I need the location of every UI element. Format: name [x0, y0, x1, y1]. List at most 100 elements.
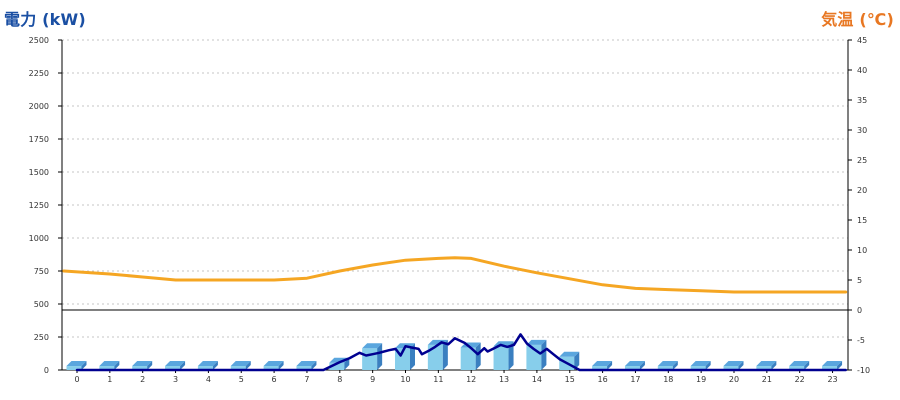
- bar-side: [672, 361, 678, 370]
- bar-top: [723, 361, 744, 367]
- bar-top: [197, 361, 218, 367]
- bar-side: [639, 361, 645, 370]
- bar-top: [657, 361, 678, 367]
- bar-top: [362, 343, 383, 349]
- bar: [789, 366, 805, 370]
- bar: [592, 366, 608, 370]
- bar-side: [837, 361, 843, 370]
- bar: [230, 366, 246, 370]
- bar-top: [624, 361, 645, 367]
- left-tick-label: 2500: [29, 36, 49, 45]
- left-tick-label: 0: [44, 366, 49, 375]
- right-tick-label: -5: [857, 336, 865, 345]
- right-tick-label: 45: [857, 36, 867, 45]
- right-tick-label: 5: [857, 276, 862, 285]
- bar-side: [147, 361, 153, 370]
- bar: [690, 366, 706, 370]
- left-tick-label: 1500: [29, 168, 49, 177]
- x-tick-label: 20: [729, 375, 739, 384]
- bar-top: [230, 361, 251, 367]
- bar: [165, 366, 181, 370]
- bar-side: [344, 357, 350, 370]
- bar: [132, 366, 148, 370]
- x-tick-label: 9: [370, 375, 375, 384]
- bar-side: [442, 339, 448, 370]
- bar-side: [377, 343, 383, 370]
- x-tick-label: 23: [827, 375, 837, 384]
- power-line: [75, 333, 847, 372]
- x-tick-label: 4: [206, 375, 211, 384]
- right-tick-label: 40: [857, 66, 867, 75]
- x-tick-label: 21: [762, 375, 772, 384]
- bar-top: [99, 361, 120, 367]
- left-tick-label: 750: [34, 267, 49, 276]
- bar-side: [705, 361, 711, 370]
- right-tick-label: 25: [857, 156, 867, 165]
- x-tick-label: 0: [74, 375, 79, 384]
- bar-top: [263, 361, 284, 367]
- right-tick-label: 10: [857, 246, 867, 255]
- bar-side: [114, 361, 120, 370]
- bar-side: [738, 361, 744, 370]
- x-tick-label: 10: [400, 375, 410, 384]
- bar-side: [574, 351, 580, 370]
- bar-top: [526, 339, 547, 345]
- bar: [624, 366, 640, 370]
- left-tick-label: 1250: [29, 201, 49, 210]
- bar-side: [81, 361, 87, 370]
- x-tick-label: 14: [532, 375, 542, 384]
- left-tick-label: 1750: [29, 135, 49, 144]
- bar: [427, 344, 443, 370]
- bar-side: [541, 339, 547, 370]
- bar-side: [245, 361, 251, 370]
- bar-side: [508, 341, 514, 370]
- bar: [756, 366, 772, 370]
- bar: [99, 366, 115, 370]
- right-tick-label: 20: [857, 186, 867, 195]
- bar-top: [559, 351, 580, 357]
- left-tick-label: 2000: [29, 102, 49, 111]
- bar: [460, 347, 476, 370]
- x-tick-label: 7: [304, 375, 309, 384]
- x-tick-label: 15: [565, 375, 575, 384]
- bar-side: [311, 361, 317, 370]
- x-tick-label: 2: [140, 375, 145, 384]
- bar: [197, 366, 213, 370]
- bar-top: [296, 361, 317, 367]
- bar: [822, 366, 838, 370]
- right-tick-label: 0: [857, 306, 862, 315]
- left-axis-title: 電力 (kW): [4, 10, 86, 29]
- bar-side: [771, 361, 777, 370]
- bar-side: [278, 361, 284, 370]
- bar-side: [180, 361, 186, 370]
- bar-top: [822, 361, 843, 367]
- bar: [657, 366, 673, 370]
- bar-top: [789, 361, 810, 367]
- right-tick-label: 35: [857, 96, 867, 105]
- bar-top: [592, 361, 613, 367]
- x-tick-label: 8: [337, 375, 342, 384]
- bar-side: [212, 361, 218, 370]
- bar-top: [66, 361, 87, 367]
- x-tick-label: 13: [499, 375, 509, 384]
- right-tick-label: -10: [857, 366, 870, 375]
- x-tick-label: 17: [630, 375, 640, 384]
- bar-top: [132, 361, 153, 367]
- bar: [296, 366, 312, 370]
- bar-top: [756, 361, 777, 367]
- bar-side: [804, 361, 810, 370]
- left-tick-label: 1000: [29, 234, 49, 243]
- left-tick-label: 2250: [29, 69, 49, 78]
- bar-side: [607, 361, 613, 370]
- x-tick-label: 12: [466, 375, 476, 384]
- x-tick-label: 19: [696, 375, 706, 384]
- bar-side: [475, 342, 481, 370]
- x-tick-label: 3: [173, 375, 178, 384]
- bar-top: [690, 361, 711, 367]
- bar: [66, 366, 82, 370]
- x-tick-label: 11: [433, 375, 443, 384]
- right-tick-label: 15: [857, 216, 867, 225]
- right-axis-title: 気温 (℃): [821, 10, 894, 29]
